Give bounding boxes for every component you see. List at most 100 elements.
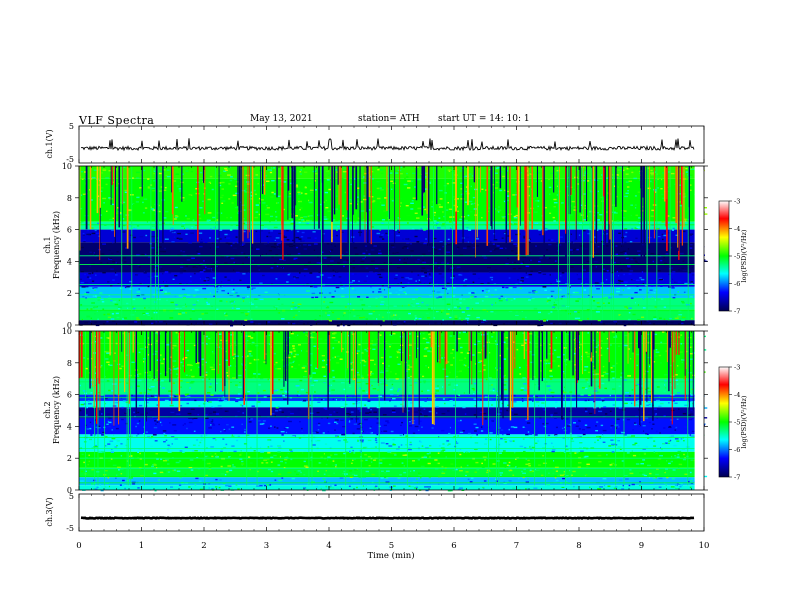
spectral-speckle <box>445 456 447 458</box>
spectral-speckle <box>609 464 613 466</box>
spectral-speckle <box>370 371 373 373</box>
freq-tick-label: 4 <box>67 257 72 266</box>
spectral-speckle <box>193 295 196 297</box>
spectral-speckle <box>329 168 331 170</box>
spectral-speckle <box>610 439 614 441</box>
spectral-speckle <box>440 450 444 452</box>
spectral-speckle <box>266 235 269 238</box>
spectral-speckle <box>419 420 422 422</box>
spectral-speckle <box>630 258 634 261</box>
spectral-speckle <box>277 464 281 466</box>
spectral-speckle <box>325 208 327 210</box>
spectral-speckle <box>684 235 689 238</box>
spectral-speckle <box>412 298 416 300</box>
spectral-speckle <box>216 288 220 290</box>
spectral-speckle <box>217 322 220 324</box>
spectral-speckle <box>358 476 362 478</box>
spectral-speckle <box>360 260 365 263</box>
spectral-speckle <box>137 342 139 344</box>
spectral-speckle <box>336 362 340 364</box>
spectral-speckle <box>378 252 382 255</box>
spectral-speckle <box>671 229 674 231</box>
spectral-speckle <box>617 169 622 171</box>
spectral-speckle <box>447 292 449 295</box>
spectral-speckle <box>609 410 612 412</box>
spectral-speckle <box>675 426 678 429</box>
spectral-speckle <box>334 166 338 168</box>
spectral-speckle <box>586 463 590 465</box>
spectral-speckle <box>291 302 295 304</box>
spectral-speckle <box>672 270 676 273</box>
spectral-speckle <box>651 292 655 294</box>
spectral-speckle <box>255 211 259 213</box>
spectral-speckle <box>476 316 480 319</box>
spectral-speckle <box>262 420 266 422</box>
spectral-speckle <box>335 234 338 237</box>
spectral-speckle <box>656 187 659 189</box>
spectral-speckle <box>259 169 263 172</box>
spectral-speckle <box>147 436 150 438</box>
spectral-speckle <box>115 477 117 479</box>
spectral-speckle <box>210 423 215 425</box>
spectral-speckle <box>431 206 433 208</box>
spectral-speckle <box>362 395 364 397</box>
spectral-speckle <box>216 212 220 214</box>
spectral-speckle <box>555 229 560 232</box>
spectral-speckle <box>451 179 456 182</box>
spectral-speckle <box>200 439 203 441</box>
spectral-band <box>79 309 704 321</box>
spectral-speckle <box>273 246 277 248</box>
spectral-speckle <box>313 194 315 196</box>
spectral-speckle <box>583 230 586 232</box>
spectral-speckle <box>513 452 516 454</box>
spectral-speckle <box>595 212 599 214</box>
spectral-speckle <box>552 396 554 398</box>
spectral-speckle <box>536 172 541 174</box>
spectral-speckle <box>632 278 636 281</box>
spectral-speckle <box>328 292 332 294</box>
spectral-speckle <box>465 474 467 477</box>
spectral-speckle <box>88 403 92 405</box>
spectral-speckle <box>293 355 296 358</box>
spectral-speckle <box>295 385 300 387</box>
spectral-speckle <box>514 223 516 225</box>
spectral-speckle <box>637 304 639 306</box>
spectral-speckle <box>452 167 455 170</box>
spectral-speckle <box>459 470 463 472</box>
spectral-speckle <box>225 242 229 244</box>
spectral-band <box>79 297 704 310</box>
spectral-speckle <box>251 343 253 346</box>
spectral-speckle <box>247 239 251 241</box>
spectral-speckle <box>573 188 575 191</box>
spectral-speckle <box>357 439 359 441</box>
spectral-speckle <box>331 389 335 391</box>
spectral-speckle <box>681 361 683 364</box>
spectral-speckle <box>155 321 158 323</box>
spectral-speckle <box>586 355 590 358</box>
spectral-speckle <box>380 276 383 279</box>
spectral-speckle <box>300 216 304 219</box>
spectral-speckle <box>616 427 618 429</box>
spectral-speckle <box>601 382 605 385</box>
spectral-speckle <box>284 396 288 398</box>
spectral-speckle <box>254 288 258 290</box>
spectral-speckle <box>494 208 497 210</box>
spectral-speckle <box>392 444 396 446</box>
spectral-speckle <box>689 189 692 191</box>
spectral-speckle <box>574 239 576 241</box>
spectral-speckle <box>120 443 123 445</box>
spectral-speckle <box>381 285 384 287</box>
spectral-speckle <box>534 346 539 348</box>
spectral-speckle <box>259 423 264 425</box>
spectral-speckle <box>618 232 621 234</box>
spectral-speckle <box>258 323 261 325</box>
spectral-speckle <box>514 445 516 447</box>
spectral-speckle <box>263 228 268 230</box>
spectral-speckle <box>429 445 432 447</box>
spectral-speckle <box>342 215 344 217</box>
spectral-speckle <box>522 476 525 479</box>
spectral-speckle <box>174 215 178 217</box>
spectral-speckle <box>344 451 348 454</box>
spectral-speckle <box>334 464 337 466</box>
spectral-speckle <box>110 285 113 287</box>
